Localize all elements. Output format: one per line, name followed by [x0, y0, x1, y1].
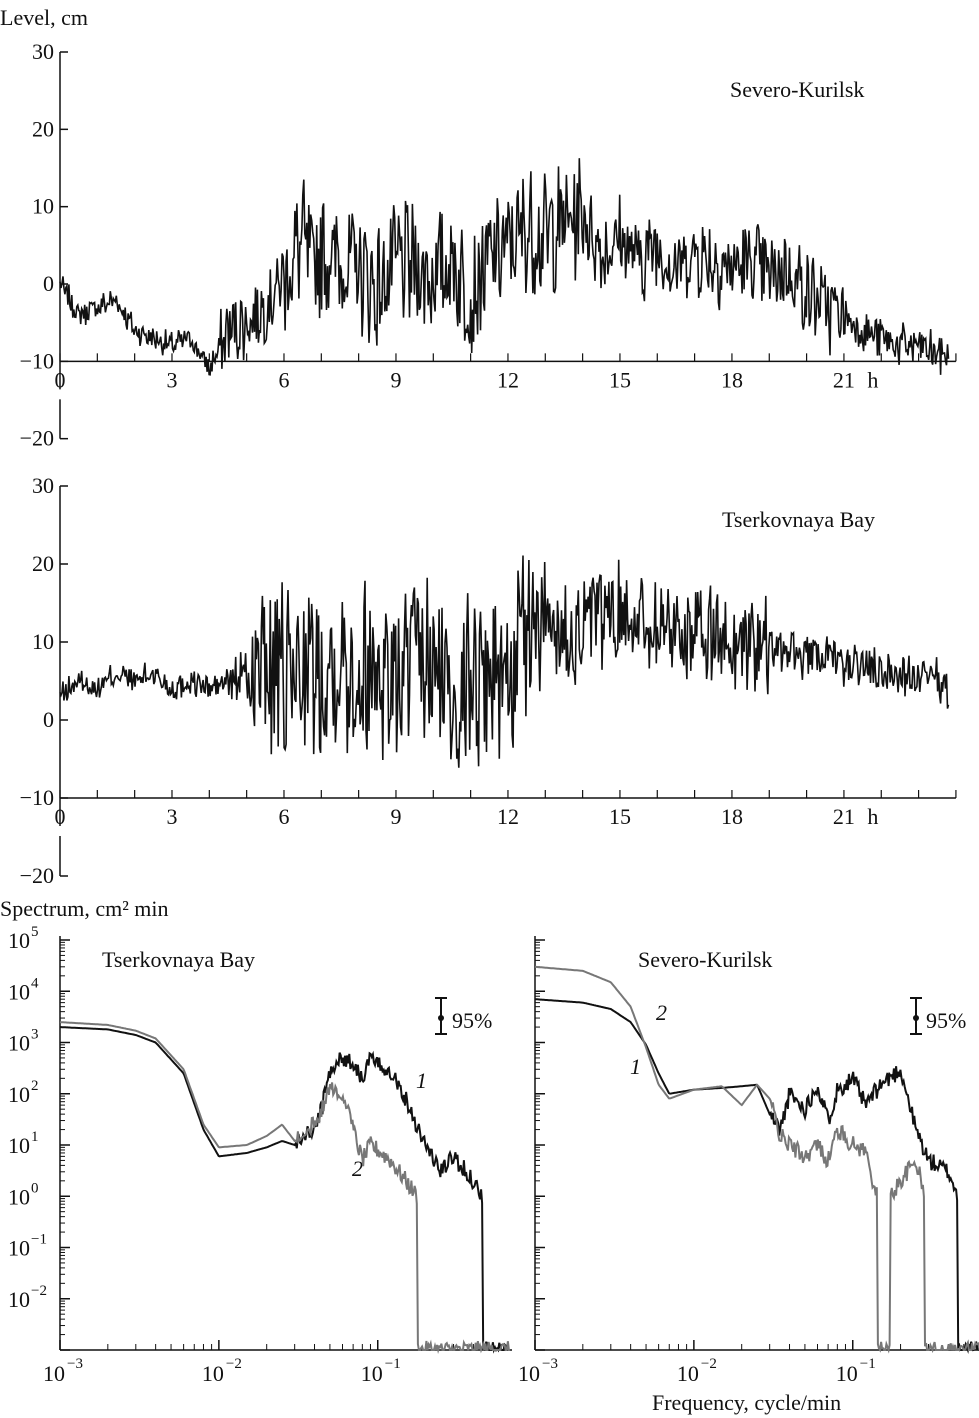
y-tick-label: −20	[20, 863, 54, 888]
x-tick-label: 18	[721, 804, 743, 829]
spectrum-y-tick-exponent: 2	[31, 1078, 39, 1094]
spectrum-y-tick-exponent: 4	[31, 975, 39, 991]
x-tick-label: 21	[833, 804, 855, 829]
y-tick-label: −20	[20, 426, 54, 451]
x-tick-label: 21	[833, 367, 855, 392]
spectrum-x-tick-label: 10	[43, 1361, 65, 1386]
tserkovnaya-bay-spectrum-panel: Spectrum, cm² min Tserkovnaya Bay 95% 1 …	[0, 896, 512, 1386]
severo-kurilsk-confidence-label: 95%	[926, 1008, 966, 1033]
severo-kurilsk-curve-1-label: 1	[630, 1054, 641, 1079]
spectrum-y-tick-label: 10	[8, 1133, 30, 1158]
spectrum-y-tick-label: 10	[8, 1236, 30, 1261]
x-tick-label: 9	[390, 367, 401, 392]
y-tick-label: 10	[32, 194, 54, 219]
tserkovnaya-curve-2-label: 2	[352, 1156, 363, 1181]
y-tick-label: 20	[32, 116, 54, 141]
spectrum-y-tick-label: 10	[8, 1287, 30, 1312]
x-unit-label: h	[867, 367, 878, 392]
spectrum-series-1-line	[60, 1026, 510, 1354]
tserkovnaya-bay-spectrum-label: Tserkovnaya Bay	[102, 947, 255, 972]
severo-kurilsk-spectrum-panel: Severo-Kurilsk 95% 2 1 Frequency, cycle/…	[518, 936, 979, 1415]
frequency-axis-title: Frequency, cycle/min	[652, 1390, 841, 1415]
spectrum-y-tick-label: 10	[8, 1082, 30, 1107]
spectrum-y-tick-exponent: 1	[31, 1129, 39, 1145]
spectrum-series-2-line	[59, 1021, 510, 1354]
x-tick-label: 18	[721, 367, 743, 392]
spectrum-y-tick-label: 10	[8, 979, 30, 1004]
spectrum-y-tick-exponent: −1	[31, 1232, 47, 1248]
spectrum-x-tick-exponent: −1	[385, 1356, 401, 1372]
spectrum-x-tick-exponent: −2	[226, 1356, 242, 1372]
spectrum-x-tick-label: 10	[677, 1361, 699, 1386]
confidence-dot	[913, 1015, 919, 1021]
y-tick-label: 30	[32, 473, 54, 498]
spectrum-y-tick-label: 10	[8, 1184, 30, 1209]
x-tick-label: 3	[166, 367, 177, 392]
y-tick-label: 0	[43, 271, 54, 296]
spectrum-y-tick-label: 10	[8, 928, 30, 953]
x-tick-label: 3	[166, 804, 177, 829]
y-tick-label: 20	[32, 551, 54, 576]
y-tick-label: −10	[20, 348, 54, 373]
spectrum-x-tick-exponent: −3	[542, 1356, 558, 1372]
severo-kurilsk-spectrum-label: Severo-Kurilsk	[638, 947, 772, 972]
y-tick-label: −10	[20, 785, 54, 810]
x-tick-label: 15	[609, 804, 631, 829]
spectrum-series-2-line	[534, 965, 979, 1354]
spectrum-y-tick-exponent: 3	[31, 1027, 39, 1043]
x-unit-label: h	[867, 804, 878, 829]
spectrum-x-tick-label: 10	[836, 1361, 858, 1386]
x-tick-label: 12	[497, 804, 519, 829]
severo-kurilsk-curve-2-label: 2	[656, 1000, 667, 1025]
spectrum-x-tick-label: 10	[202, 1361, 224, 1386]
y-tick-label: 30	[32, 39, 54, 64]
confidence-dot	[438, 1015, 444, 1021]
level-axis-title: Level, cm	[0, 5, 88, 30]
spectrum-y-tick-label: 10	[8, 1031, 30, 1056]
tserkovnaya-curve-1-label: 1	[416, 1068, 427, 1093]
spectrum-x-tick-label: 10	[518, 1361, 540, 1386]
x-tick-label: 15	[609, 367, 631, 392]
spectrum-x-tick-label: 10	[361, 1361, 383, 1386]
spectrum-x-tick-exponent: −1	[860, 1356, 876, 1372]
y-tick-label: 0	[43, 707, 54, 732]
spectrum-x-tick-exponent: −3	[67, 1356, 83, 1372]
severo-kurilsk-label: Severo-Kurilsk	[730, 77, 864, 102]
tserkovnaya-confidence-label: 95%	[452, 1008, 492, 1033]
x-tick-label: 0	[55, 367, 66, 392]
x-tick-label: 12	[497, 367, 519, 392]
spectrum-y-tick-exponent: 0	[31, 1180, 39, 1196]
spectrum-y-tick-exponent: −2	[31, 1283, 47, 1299]
x-tick-label: 0	[55, 804, 66, 829]
y-tick-label: 10	[32, 629, 54, 654]
spectrum-axis-title: Spectrum, cm² min	[0, 896, 169, 921]
spectrum-y-tick-exponent: 5	[31, 924, 39, 940]
spectrum-series-1-line	[534, 998, 979, 1354]
x-tick-label: 6	[278, 804, 289, 829]
tserkovnaya-bay-label: Tserkovnaya Bay	[722, 507, 875, 532]
spectrum-x-tick-exponent: −2	[701, 1356, 717, 1372]
x-tick-label: 6	[278, 367, 289, 392]
x-tick-label: 9	[390, 804, 401, 829]
level-series-line	[59, 158, 950, 376]
level-series-line	[59, 555, 950, 768]
